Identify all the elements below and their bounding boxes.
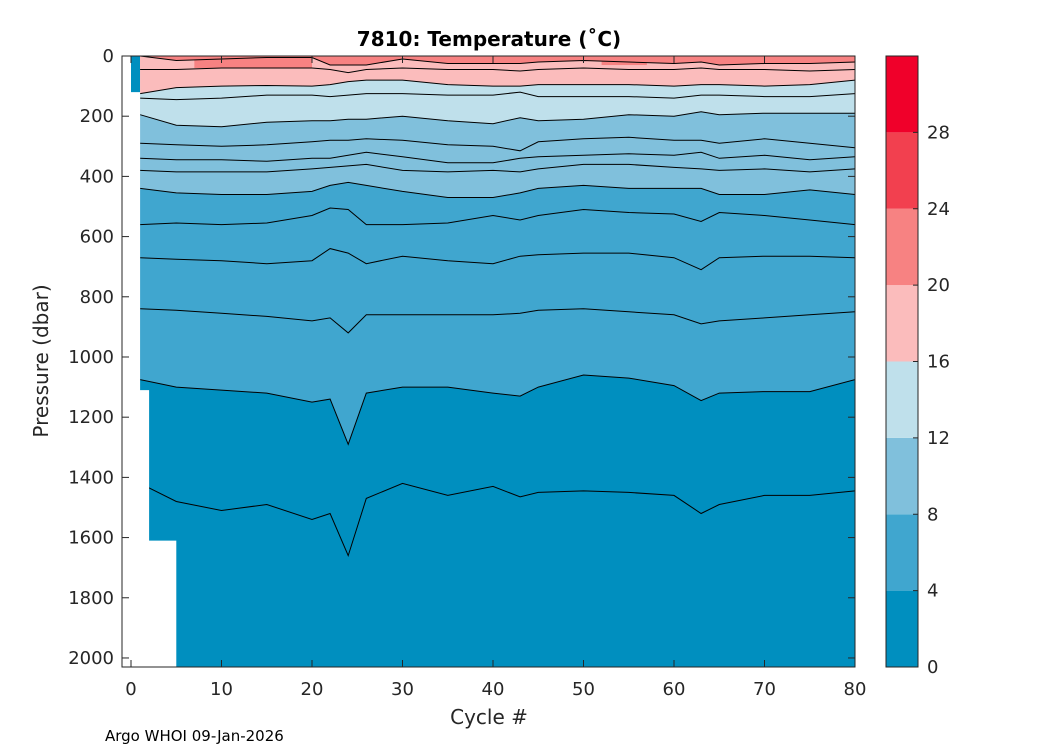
y-tick-label: 200: [80, 106, 114, 127]
x-tick-label: 60: [663, 679, 686, 700]
colorbar-level: [886, 285, 918, 362]
x-tick-label: 20: [301, 679, 324, 700]
y-tick-label: 1000: [68, 347, 114, 368]
temperature-bands: [122, 56, 855, 667]
colorbar-tick-label: 0: [927, 657, 938, 678]
y-tick-label: 1800: [68, 588, 114, 609]
chart-title: 7810: Temperature (˚C): [357, 27, 621, 51]
isotherm-8C: [140, 181, 855, 198]
x-axis: 0 10 20 30 40 50 60 70 80: [125, 56, 866, 700]
colorbar-level: [886, 208, 918, 286]
plot-area: [122, 56, 855, 667]
x-tick-label: 10: [210, 679, 233, 700]
colorbar-tick-label: 4: [927, 581, 938, 602]
isotherm-10C: [140, 151, 855, 164]
y-tick-label: 1400: [68, 467, 114, 488]
plot-frame: [121, 55, 856, 668]
footer-credit: Argo WHOI 09-Jan-2026: [105, 727, 284, 745]
isotherm-16C: [140, 79, 855, 95]
isotherm-7C: [140, 207, 855, 226]
isotherm-4C: [139, 374, 855, 446]
colorbar-tick-label: 8: [927, 504, 938, 525]
isotherm-12C: [139, 111, 855, 128]
isotherm-contours: [139, 56, 855, 558]
colorbar-tick-label: 20: [927, 275, 950, 296]
y-tick-label: 800: [80, 287, 114, 308]
isotherm-3C: [139, 482, 855, 558]
y-tick-label: 600: [80, 227, 114, 248]
colorbar-level: [886, 361, 918, 438]
isotherm-14C: [140, 91, 855, 101]
isotherm-5C: [140, 308, 855, 334]
colorbar-level: [886, 590, 918, 667]
isotherm-18C: [140, 67, 855, 74]
y-axis-label: Pressure (dbar): [29, 284, 53, 437]
colorbar-tick-label: 12: [927, 428, 950, 449]
colorbar-tick-label: 24: [927, 199, 950, 220]
colorbar-level: [886, 437, 918, 515]
isotherm-9C: [140, 163, 855, 173]
band-above-20C: [140, 56, 855, 65]
x-tick-label: 70: [753, 679, 776, 700]
y-tick-label: 400: [80, 166, 114, 187]
no-data-mask: [122, 56, 177, 667]
isotherm-20C: [140, 56, 855, 66]
isotherm-11C: [140, 136, 855, 152]
colorbar-level: [886, 514, 918, 591]
y-tick-label: 0: [103, 46, 114, 67]
x-tick-label: 40: [482, 679, 505, 700]
y-tick-label: 1600: [68, 528, 114, 549]
x-axis-label: Cycle #: [450, 705, 528, 729]
colorbar: 0 4 8 12 16 20 24 28: [885, 55, 950, 678]
colorbar-level: [886, 132, 918, 209]
y-tick-label: 2000: [68, 648, 114, 669]
isotherm-6C: [140, 248, 855, 271]
x-tick-label: 80: [844, 679, 867, 700]
colorbar-tick-label: 28: [927, 122, 950, 143]
x-tick-label: 0: [125, 679, 136, 700]
warm-patch: [601, 56, 647, 66]
y-tick-label: 1200: [68, 407, 114, 428]
no-data-region: [122, 56, 177, 667]
colorbar-level: [886, 56, 918, 133]
x-tick-label: 30: [391, 679, 414, 700]
colorbar-tick-label: 16: [927, 352, 950, 373]
y-axis: 0 200 400 600 800 1000 1200 1400 1600 1800 2000: [68, 46, 855, 669]
x-tick-label: 50: [572, 679, 595, 700]
warm-patch: [827, 56, 855, 63]
